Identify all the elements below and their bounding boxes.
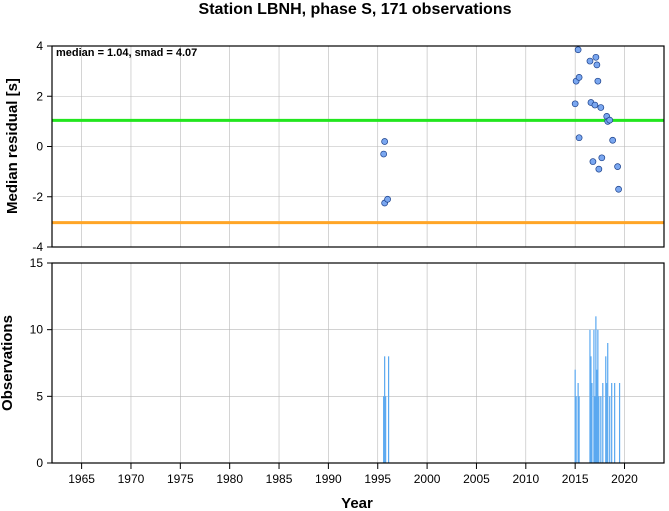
bar [605,356,607,463]
bottom-y-tick-label: 5 [36,389,43,403]
top-y-tick-label: 4 [36,39,43,53]
data-point [384,195,391,203]
bar [595,316,597,463]
data-point [380,150,388,158]
bar [574,369,576,463]
x-tick-label: 2015 [562,472,589,486]
bar [597,329,599,463]
bottom-panel: 0 5 10 15 1965 1970 1975 1980 1985 1990 1995 2000 20… [30,256,665,486]
bar [384,356,386,463]
data-point [606,116,614,124]
x-axis-label: Year [341,495,373,511]
top-y-tick-label: -2 [32,190,43,204]
data-point [595,165,603,173]
bar [593,329,595,463]
bar [589,329,591,463]
bar [598,396,600,463]
bar [614,383,616,463]
top-y-tick-label: 2 [36,89,43,103]
data-point [586,57,594,65]
top-y-tick-label: 0 [36,140,43,154]
stats-annotation: median = 1.04, smad = 4.07 [56,47,197,59]
data-point [575,74,583,81]
x-tick-label: 2020 [611,472,638,486]
bar [383,396,385,463]
data-point [614,163,621,170]
data-point [592,53,600,61]
bar [577,383,579,463]
bar [611,383,613,463]
data-point [594,77,602,85]
data-point [597,104,605,111]
x-tick-label: 1985 [266,472,293,486]
data-point [574,46,582,54]
bar [602,383,604,463]
data-point [571,100,579,108]
bottom-y-tick-label: 15 [30,256,44,270]
bar [575,396,577,463]
data-point [575,134,583,142]
data-point [609,136,617,144]
top-frame [51,45,665,248]
bottom-plot-area [52,263,664,463]
chart-title: Station LBNH, phase S, 171 observations [199,1,512,18]
top-panel: -4 -2 0 2 4 [32,39,665,254]
bar [607,343,609,463]
bar [578,396,580,463]
x-tick-label: 2005 [463,472,490,486]
bar [606,383,608,463]
bottom-frame [51,262,665,464]
x-tick-label: 1995 [364,472,391,486]
top-y-tick-label: -4 [32,240,43,254]
bar [594,396,596,463]
bar [618,383,621,463]
data-point [593,61,601,69]
bar [385,396,387,463]
bar [596,369,598,463]
top-y-axis-label: Median residual [s] [4,78,21,214]
data-point [589,158,597,165]
x-tick-label: 1965 [68,472,95,486]
x-tick-label: 2010 [512,472,539,486]
bottom-y-axis-label: Observations [0,315,16,411]
bottom-y-tick-label: 10 [30,323,44,337]
data-point [598,154,606,162]
x-tick-label: 1975 [167,472,194,486]
bar [590,356,592,463]
bar [591,383,593,463]
data-point [591,101,599,109]
x-tick-label: 1980 [216,472,243,486]
bar [600,396,602,463]
bar [609,396,611,463]
data-point [615,185,622,193]
x-tick-label: 1970 [118,472,145,486]
data-point [381,138,389,145]
x-tick-label: 1990 [315,472,342,486]
bottom-y-tick-label: 0 [36,456,43,470]
x-tick-label: 2000 [414,472,441,486]
bar [388,356,390,463]
